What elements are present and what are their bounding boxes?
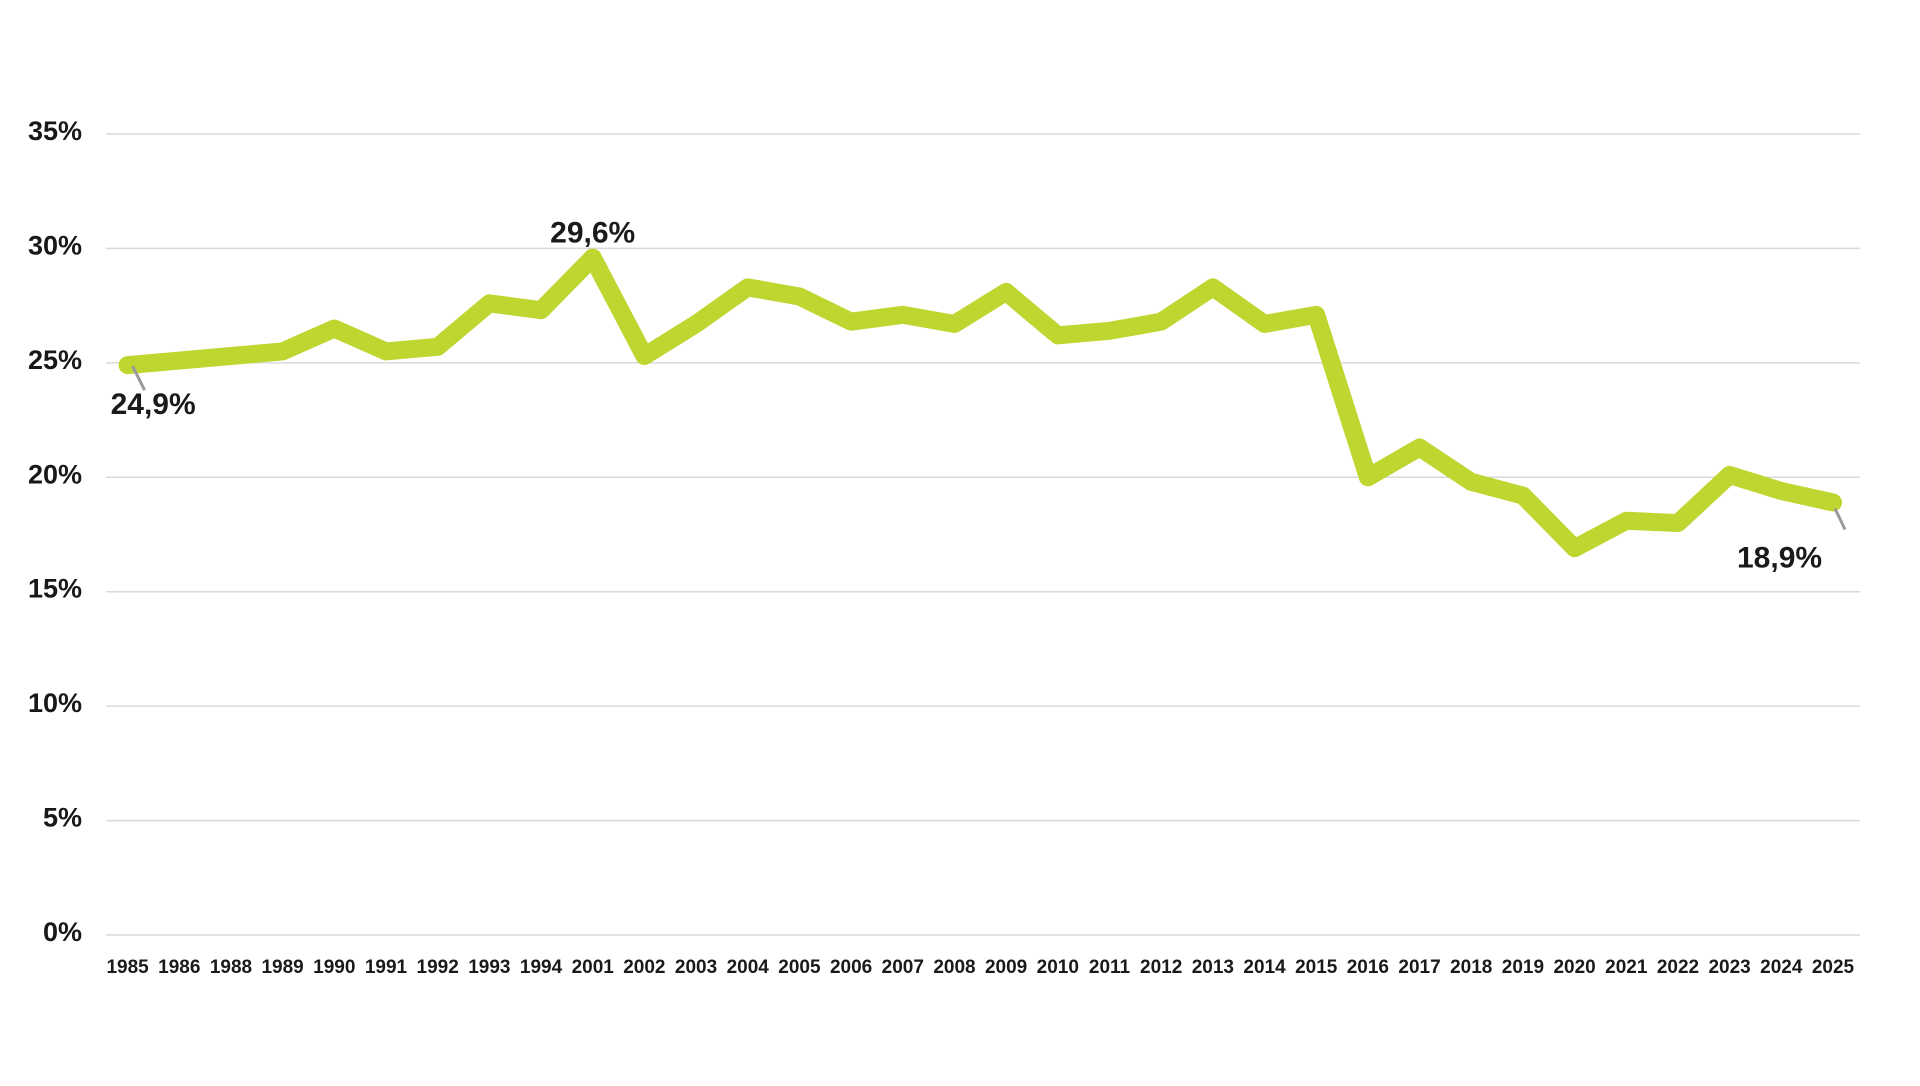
svg-text:5%: 5% [43,803,82,833]
svg-text:2019: 2019 [1502,957,1544,978]
svg-text:2022: 2022 [1657,957,1699,978]
svg-text:35%: 35% [28,116,82,146]
svg-text:2024: 2024 [1760,957,1803,978]
svg-text:10%: 10% [28,688,82,718]
svg-text:2007: 2007 [882,957,924,978]
svg-text:2023: 2023 [1708,957,1750,978]
svg-text:29,6%: 29,6% [550,217,635,250]
svg-text:1994: 1994 [520,957,563,978]
svg-text:1991: 1991 [365,957,408,978]
svg-text:24,9%: 24,9% [111,388,196,421]
svg-text:2020: 2020 [1553,957,1595,978]
svg-text:1990: 1990 [313,957,355,978]
svg-text:1993: 1993 [468,957,510,978]
svg-text:2013: 2013 [1192,957,1234,978]
svg-text:1989: 1989 [261,957,303,978]
svg-text:2011: 2011 [1089,957,1131,978]
svg-text:2025: 2025 [1812,957,1855,978]
svg-text:30%: 30% [28,230,82,260]
svg-text:0%: 0% [43,917,82,947]
svg-text:2012: 2012 [1140,957,1182,978]
svg-text:1988: 1988 [210,957,252,978]
svg-text:18,9%: 18,9% [1737,541,1822,574]
svg-text:2015: 2015 [1295,957,1338,978]
svg-text:25%: 25% [28,345,82,375]
svg-text:2017: 2017 [1398,957,1440,978]
svg-text:2001: 2001 [572,957,615,978]
svg-text:2021: 2021 [1605,957,1648,978]
svg-text:2010: 2010 [1037,957,1079,978]
svg-text:2016: 2016 [1347,957,1389,978]
svg-text:2009: 2009 [985,957,1027,978]
svg-text:2014: 2014 [1243,957,1286,978]
svg-text:2018: 2018 [1450,957,1492,978]
svg-text:1985: 1985 [106,957,149,978]
svg-text:2003: 2003 [675,957,717,978]
svg-text:20%: 20% [28,459,82,489]
svg-text:15%: 15% [28,574,82,604]
svg-text:2006: 2006 [830,957,872,978]
svg-text:2002: 2002 [623,957,665,978]
svg-text:1986: 1986 [158,957,200,978]
svg-text:1992: 1992 [417,957,459,978]
svg-text:2008: 2008 [933,957,975,978]
svg-text:2004: 2004 [727,957,770,978]
svg-text:2005: 2005 [778,957,821,978]
